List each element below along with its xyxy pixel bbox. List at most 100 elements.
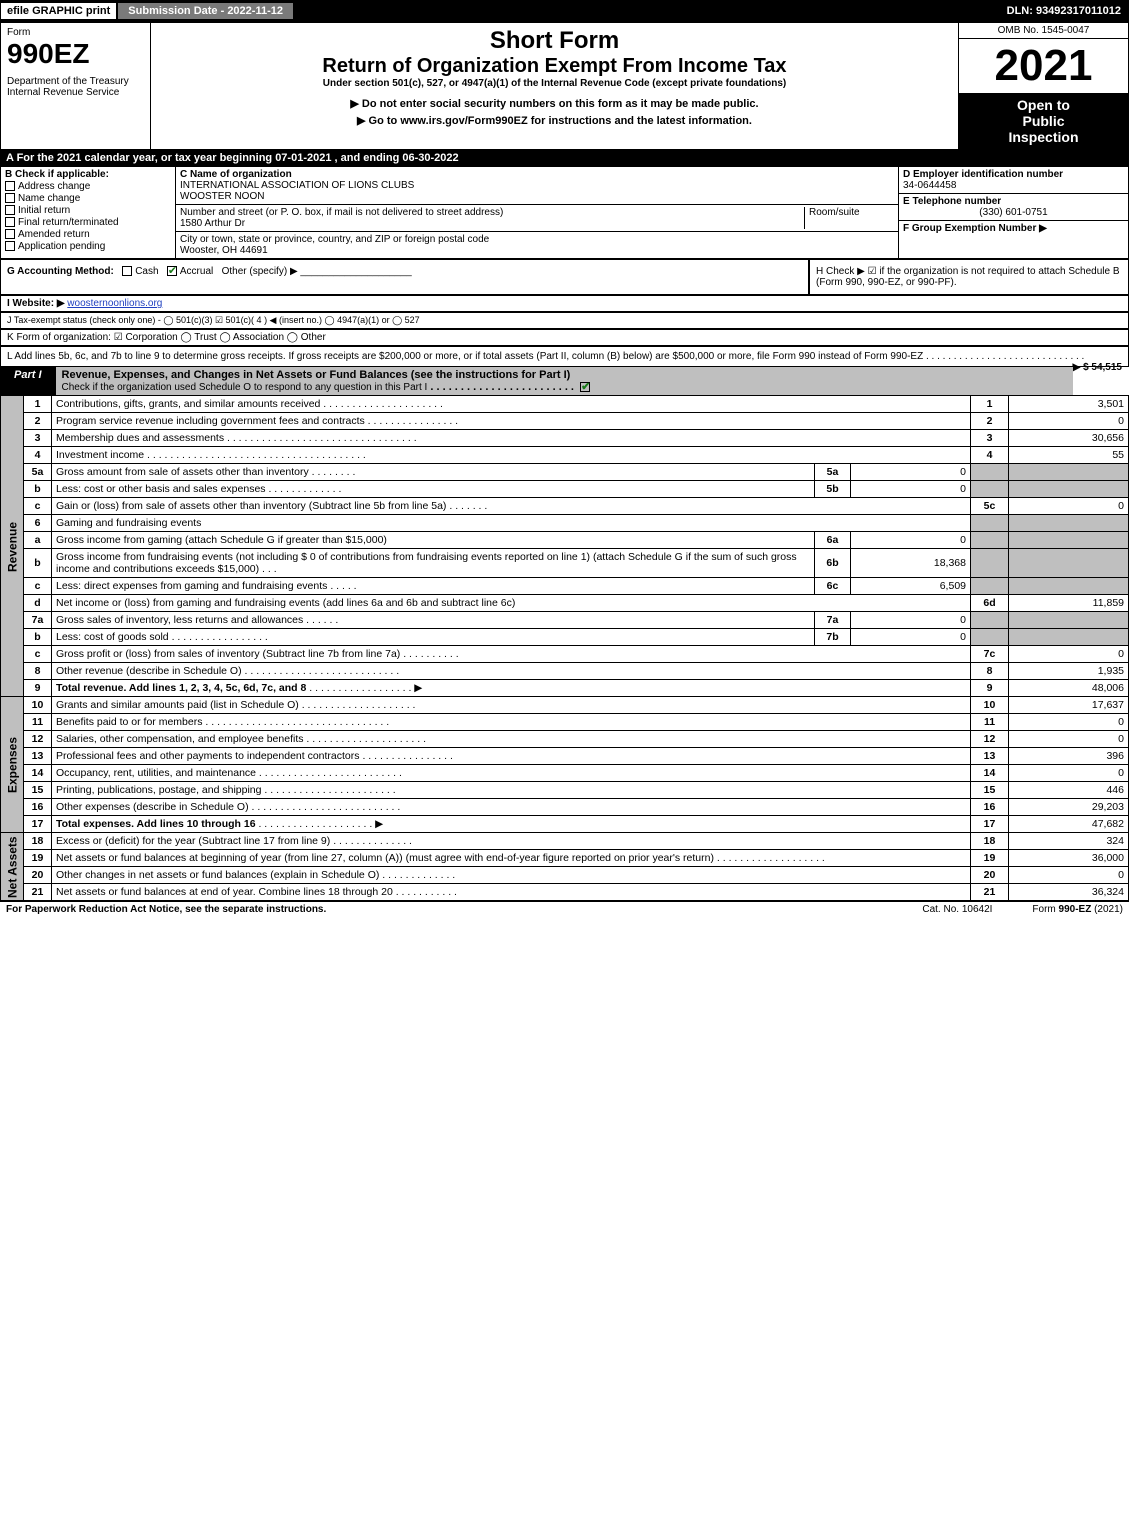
line-12-value: 0	[1009, 731, 1129, 748]
line-1-num: 1	[24, 396, 52, 413]
line-16-box: 16	[971, 799, 1009, 816]
website-link[interactable]: woosternoonlions.org	[67, 298, 162, 309]
chk-name-change[interactable]: Name change	[5, 193, 171, 204]
form-header: Form 990EZ Department of the Treasury In…	[0, 22, 1129, 150]
schedule-o-checkbox[interactable]	[580, 382, 590, 392]
line-21-value: 36,324	[1009, 884, 1129, 901]
line-5c-desc: Gain or (loss) from sale of assets other…	[56, 500, 446, 512]
line-7c-desc: Gross profit or (loss) from sales of inv…	[56, 648, 400, 660]
line-7c-num: c	[24, 646, 52, 663]
line-20-value: 0	[1009, 867, 1129, 884]
line-7b-desc: Less: cost of goods sold	[56, 631, 169, 643]
line-6c-num: c	[24, 578, 52, 595]
line-6a-innerval: 0	[851, 532, 971, 549]
grey-cell	[971, 578, 1009, 595]
line-4-desc: Investment income	[56, 449, 144, 461]
line-3-value: 30,656	[1009, 430, 1129, 447]
chk-amended-return[interactable]: Amended return	[5, 229, 171, 240]
part-i-title: Revenue, Expenses, and Changes in Net As…	[56, 367, 1073, 395]
street-address: 1580 Arthur Dr	[180, 218, 804, 229]
under-section: Under section 501(c), 527, or 4947(a)(1)…	[157, 78, 952, 89]
line-18-desc: Excess or (deficit) for the year (Subtra…	[56, 835, 330, 847]
line-2-value: 0	[1009, 413, 1129, 430]
line-7a-innerval: 0	[851, 612, 971, 629]
grey-cell	[1009, 532, 1129, 549]
line-3-desc: Membership dues and assessments	[56, 432, 224, 444]
grey-cell	[1009, 629, 1129, 646]
group-exemption-label: F Group Exemption Number ▶	[903, 223, 1124, 234]
line-12-num: 12	[24, 731, 52, 748]
line-5b-num: b	[24, 481, 52, 498]
expenses-label: Expenses	[1, 697, 24, 833]
section-b: B Check if applicable: Address change Na…	[1, 167, 176, 258]
line-6c-innerbox: 6c	[815, 578, 851, 595]
line-18-num: 18	[24, 833, 52, 850]
part-i-tab: Part I	[0, 367, 56, 395]
line-19-num: 19	[24, 850, 52, 867]
section-g-accounting: G Accounting Method: Cash Accrual Other …	[0, 259, 809, 295]
short-form-title: Short Form	[157, 27, 952, 55]
line-9-value: 48,006	[1009, 680, 1129, 697]
ein-label: D Employer identification number	[903, 169, 1124, 180]
section-h-scheduleB: H Check ▶ ☑ if the organization is not r…	[809, 259, 1129, 295]
line-17-box: 17	[971, 816, 1009, 833]
form-number: 990EZ	[7, 38, 144, 70]
line-7a-desc: Gross sales of inventory, less returns a…	[56, 614, 303, 626]
part-i-table: Revenue 1 Contributions, gifts, grants, …	[0, 395, 1129, 901]
line-7b-innerval: 0	[851, 629, 971, 646]
line-5c-box: 5c	[971, 498, 1009, 515]
line-16-value: 29,203	[1009, 799, 1129, 816]
line-2-box: 2	[971, 413, 1009, 430]
line-10-value: 17,637	[1009, 697, 1129, 714]
line-13-value: 396	[1009, 748, 1129, 765]
line-6b-innerbox: 6b	[815, 549, 851, 578]
line-9-desc: Total revenue. Add lines 1, 2, 3, 4, 5c,…	[56, 682, 306, 694]
chk-final-return[interactable]: Final return/terminated	[5, 217, 171, 228]
city-state-zip: Wooster, OH 44691	[180, 245, 894, 256]
line-21-box: 21	[971, 884, 1009, 901]
chk-initial-return[interactable]: Initial return	[5, 205, 171, 216]
grey-cell	[971, 629, 1009, 646]
grey-cell	[1009, 578, 1129, 595]
grey-cell	[1009, 464, 1129, 481]
line-14-box: 14	[971, 765, 1009, 782]
line-11-num: 11	[24, 714, 52, 731]
line-7a-num: 7a	[24, 612, 52, 629]
line-6d-num: d	[24, 595, 52, 612]
line-5b-desc: Less: cost or other basis and sales expe…	[56, 483, 266, 495]
line-19-box: 19	[971, 850, 1009, 867]
line-21-num: 21	[24, 884, 52, 901]
topbar: efile GRAPHIC print Submission Date - 20…	[0, 0, 1129, 22]
grey-cell	[971, 481, 1009, 498]
line-15-desc: Printing, publications, postage, and shi…	[56, 784, 261, 796]
line-8-value: 1,935	[1009, 663, 1129, 680]
grey-cell	[971, 549, 1009, 578]
line-7c-value: 0	[1009, 646, 1129, 663]
line-16-desc: Other expenses (describe in Schedule O)	[56, 801, 249, 813]
line-1-value: 3,501	[1009, 396, 1129, 413]
goto-link[interactable]: ▶ Go to www.irs.gov/Form990EZ for instru…	[157, 114, 952, 127]
line-11-value: 0	[1009, 714, 1129, 731]
line-3-num: 3	[24, 430, 52, 447]
line-14-desc: Occupancy, rent, utilities, and maintena…	[56, 767, 256, 779]
ein-value: 34-0644458	[903, 180, 1124, 191]
grey-cell	[1009, 612, 1129, 629]
line-6b-desc: Gross income from fundraising events (no…	[56, 551, 797, 575]
line-5c-num: c	[24, 498, 52, 515]
line-20-num: 20	[24, 867, 52, 884]
efile-print[interactable]: efile GRAPHIC print	[0, 2, 117, 20]
tel-label: E Telephone number	[903, 196, 1124, 207]
section-a-period: A For the 2021 calendar year, or tax yea…	[0, 150, 1129, 166]
chk-address-change[interactable]: Address change	[5, 181, 171, 192]
line-3-box: 3	[971, 430, 1009, 447]
open-to-public: Open to Public Inspection	[959, 93, 1128, 149]
line-7c-box: 7c	[971, 646, 1009, 663]
line-5a-innerbox: 5a	[815, 464, 851, 481]
line-6b-num: b	[24, 549, 52, 578]
line-18-box: 18	[971, 833, 1009, 850]
line-9-num: 9	[24, 680, 52, 697]
chk-application-pending[interactable]: Application pending	[5, 241, 171, 252]
grey-cell	[1009, 549, 1129, 578]
line-6d-value: 11,859	[1009, 595, 1129, 612]
cat-no: Cat. No. 10642I	[922, 904, 992, 915]
